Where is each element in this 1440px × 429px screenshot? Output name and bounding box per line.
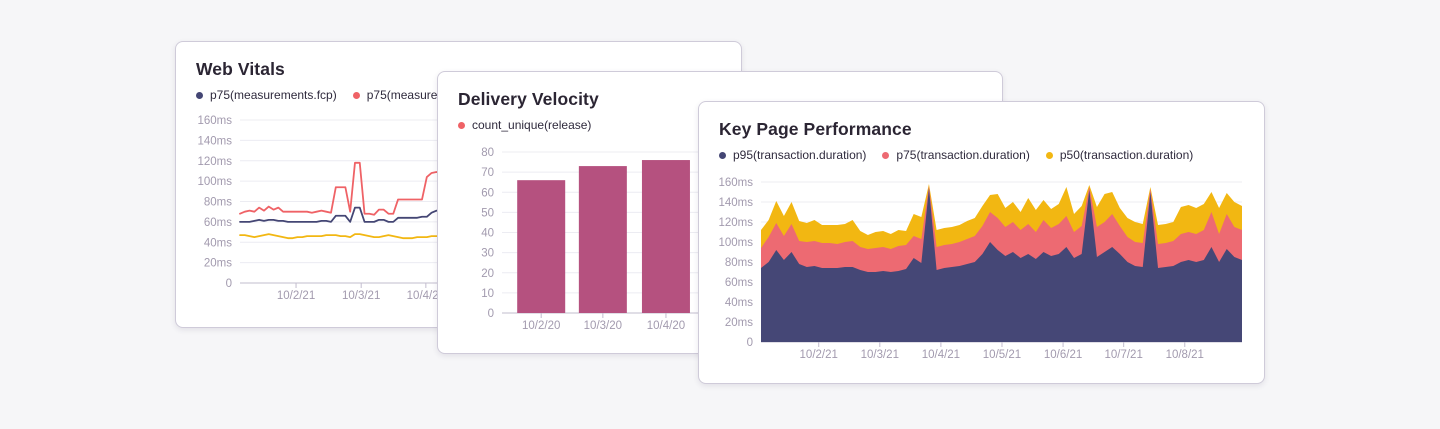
svg-text:10/2/20: 10/2/20 <box>522 320 560 332</box>
svg-text:0: 0 <box>747 337 753 349</box>
legend-item-count-unique-release[interactable]: count_unique(release) <box>458 118 591 132</box>
svg-text:80ms: 80ms <box>204 197 232 209</box>
legend-item-p50[interactable]: p50(transaction.duration) <box>1045 148 1194 162</box>
svg-text:10/3/20: 10/3/20 <box>584 320 622 332</box>
widget-title: Web Vitals <box>196 59 285 79</box>
svg-text:10/4/21: 10/4/21 <box>922 349 960 361</box>
legend-item-fcp[interactable]: p75(measurements.fcp) <box>196 88 337 102</box>
legend-label: p50(transaction.duration) <box>1059 148 1194 162</box>
svg-text:10/5/21: 10/5/21 <box>983 349 1021 361</box>
svg-text:140ms: 140ms <box>197 135 232 147</box>
svg-text:160ms: 160ms <box>718 177 753 189</box>
legend-series-dot <box>719 151 726 159</box>
widget-title: Key Page Performance <box>719 119 912 139</box>
widget-title: Delivery Velocity <box>458 89 599 109</box>
svg-text:60: 60 <box>481 187 494 199</box>
svg-text:40ms: 40ms <box>204 237 232 249</box>
svg-text:10/6/21: 10/6/21 <box>1044 349 1082 361</box>
key-page-performance-widget[interactable]: Key Page Performance p95(transaction.dur… <box>698 101 1265 384</box>
svg-text:140ms: 140ms <box>718 197 753 209</box>
legend: p95(transaction.duration) p75(transactio… <box>719 148 1193 162</box>
svg-text:10: 10 <box>481 288 494 300</box>
svg-text:50: 50 <box>481 207 494 219</box>
svg-text:160ms: 160ms <box>197 115 232 127</box>
svg-text:100ms: 100ms <box>197 176 232 188</box>
svg-text:10/3/21: 10/3/21 <box>342 290 380 302</box>
svg-text:20: 20 <box>481 268 494 280</box>
svg-text:10/4/21: 10/4/21 <box>407 290 445 302</box>
svg-text:80ms: 80ms <box>725 257 753 269</box>
legend: count_unique(release) <box>458 118 591 132</box>
legend-series-dot <box>458 121 465 129</box>
svg-text:40: 40 <box>481 228 494 240</box>
legend-series-dot <box>1045 151 1053 159</box>
svg-text:20ms: 20ms <box>204 258 232 270</box>
svg-text:60ms: 60ms <box>725 277 753 289</box>
legend-label: count_unique(release) <box>472 118 592 132</box>
svg-text:10/2/21: 10/2/21 <box>800 349 838 361</box>
svg-text:120ms: 120ms <box>718 217 753 229</box>
legend-series-dot <box>196 91 203 99</box>
svg-text:20ms: 20ms <box>725 317 753 329</box>
svg-text:70: 70 <box>481 167 494 179</box>
svg-text:40ms: 40ms <box>725 297 753 309</box>
legend-series-dot <box>882 151 890 159</box>
delivery-velocity-chart[interactable]: 80 70 60 50 40 30 20 10 0 10/2/20 10/3/20 10/4/20 <box>446 132 996 351</box>
svg-text:10/7/21: 10/7/21 <box>1104 349 1142 361</box>
svg-text:0: 0 <box>226 278 232 290</box>
legend-label: p75(transaction.duration) <box>896 148 1030 162</box>
svg-text:100ms: 100ms <box>718 237 753 249</box>
svg-text:80: 80 <box>481 147 494 159</box>
svg-text:10/4/20: 10/4/20 <box>647 320 685 332</box>
svg-text:30: 30 <box>481 248 494 260</box>
key-page-performance-chart[interactable]: 160ms 140ms 120ms 100ms 80ms 60ms 40ms 20ms 0 10/… <box>707 168 1258 378</box>
svg-text:10/3/21: 10/3/21 <box>861 349 899 361</box>
legend-label: p95(transaction.duration) <box>733 148 867 162</box>
svg-text:10/8/21: 10/8/21 <box>1166 349 1204 361</box>
svg-text:60ms: 60ms <box>204 217 232 229</box>
legend-item-p95[interactable]: p95(transaction.duration) <box>719 148 866 162</box>
legend-label: p75(measurements.fcp) <box>210 88 337 102</box>
legend-item-p75[interactable]: p75(transaction.duration) <box>882 148 1030 162</box>
svg-text:0: 0 <box>488 308 494 320</box>
legend-series-dot <box>352 91 360 99</box>
svg-text:10/2/21: 10/2/21 <box>277 290 315 302</box>
svg-text:120ms: 120ms <box>197 156 232 168</box>
